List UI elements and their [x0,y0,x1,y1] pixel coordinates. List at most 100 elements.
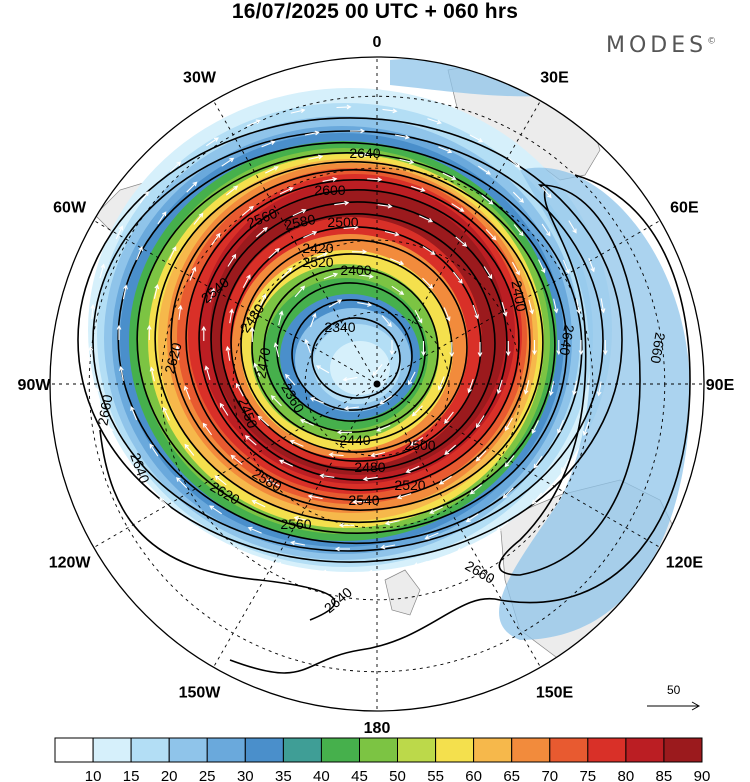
wind-vector [246,119,261,127]
wind-vector [357,302,373,307]
wind-vector [532,340,537,356]
colorbar-tick-label: 70 [541,768,558,782]
wind-vector [422,246,436,255]
wind-vector [279,187,294,195]
colorbar-swatch [320,737,360,763]
wind-vector [244,435,257,446]
reference-vector-label: 50 [667,683,681,697]
wind-vector [533,455,543,469]
wind-vector [225,185,239,196]
wind-vector [576,299,582,315]
wind-vector [193,212,204,225]
wind-vector [444,411,454,425]
contour-label: 2580 [283,211,317,233]
brand-logo: MODES© [606,33,716,58]
wind-vector [483,266,493,280]
wind-vector [313,252,328,260]
wind-vector [169,245,177,260]
wind-vector [354,152,370,158]
wind-vector [379,395,393,405]
wind-vector [189,266,197,281]
wind-vector [531,492,543,505]
contour-label: 2340 [324,319,355,335]
brand-mark: © [707,36,717,47]
wind-vector [496,379,503,395]
reference-vector-head [691,701,701,711]
wind-vector [149,366,155,382]
wind-vector [268,247,280,259]
height-contour [210,201,508,481]
wind-vector [336,104,352,110]
map-disc: 2640260025802560254024802420240023402360… [50,57,704,711]
colorbar-tick-label: 90 [694,768,711,782]
wind-vector [505,341,511,357]
height-contour [154,161,556,523]
wind-vector [501,302,508,317]
colorbar-swatch [397,737,437,763]
contour-label-text: 2640 [349,145,380,161]
longitude-label: 0 [373,34,382,51]
wind-vector [290,540,306,546]
colorbar-swatch [473,737,513,763]
contour-label: 2660 [94,393,115,427]
wind-vector [342,376,358,382]
wind-vector [424,532,439,540]
wind-vector [319,473,335,479]
wind-vector [229,308,234,324]
height-contour [311,317,401,399]
wind-vector [232,547,248,555]
wind-vector [303,231,318,239]
wind-vector [157,211,167,225]
longitude-label: 120E [666,555,704,572]
wind-vector [469,134,484,143]
contour-label: 2640 [556,323,577,357]
contour-label-text: 2500 [327,214,358,230]
contour-label-text: 2660 [647,331,668,365]
latitude-circle [232,239,522,529]
wind-vector [211,232,221,246]
contour-label: 2620 [161,341,185,375]
height-contour-outer [229,174,691,674]
wind-vector [284,373,296,386]
longitude-labels: 0 30E 60E 90E 120E 150E 180 150W 120W 90W 60W 30W [18,34,735,737]
meridian-line [376,220,661,385]
graticule [50,57,704,711]
wind-vector [336,429,352,435]
colorbar-swatch [587,737,627,763]
colorbar-tick-label: 40 [313,768,330,782]
wind-vector [358,273,374,279]
meridian-line [213,100,378,385]
wind-vector [183,385,191,400]
wind-vector [582,421,590,436]
wind-vector [411,405,423,417]
wind-vector [437,376,445,391]
colorbar-swatch [511,737,551,763]
wind-vector [323,272,339,280]
wind-vector [253,362,261,377]
wind-vector [275,562,291,568]
wind-vector [289,439,304,447]
longitude-label: 120W [49,555,92,572]
wind-vector [202,422,213,436]
wind-vector [382,108,398,114]
wind-vector [315,365,330,374]
wind-vector [588,258,595,273]
longitude-label: 60E [670,200,699,217]
wind-vector [343,405,359,411]
contour-label-text: 2340 [324,319,355,335]
colorbar-tick-label: 85 [656,768,673,782]
wind-vector [122,284,128,300]
wind-vector [278,459,294,467]
wind-vector [257,415,270,427]
contour-label-text: 2640 [556,323,577,357]
wind-vector [343,225,359,230]
wind-vector [381,315,392,328]
wind-vector [477,165,491,175]
wind-vector [227,253,237,267]
contour-label: 2560 [280,516,311,532]
wind-vector [481,194,494,205]
wind-vector [557,419,564,434]
wind-vector [153,283,160,299]
wind-vector [204,365,211,380]
